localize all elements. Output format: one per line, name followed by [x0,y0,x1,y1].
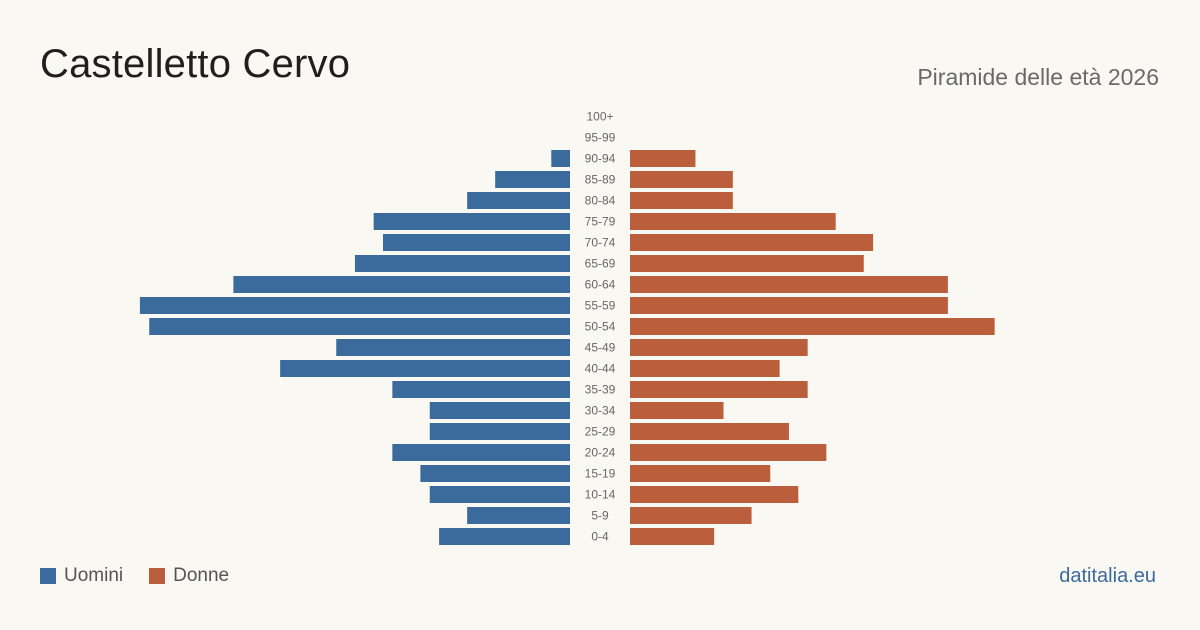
bar-men-20-24 [392,444,570,461]
brand-link[interactable]: datitalia.eu [1059,565,1156,587]
age-group-label: 85-89 [585,173,616,187]
age-group-label: 70-74 [585,236,616,250]
age-group-label: 30-34 [585,404,616,418]
bar-women-20-24 [630,444,827,461]
bar-men-85-89 [495,171,570,188]
bar-men-45-49 [336,339,570,356]
bar-men-75-79 [373,213,570,230]
bar-women-90-94 [630,150,696,167]
bar-women-55-59 [630,297,948,314]
bar-men-35-39 [392,381,570,398]
age-group-label: 100+ [586,110,613,124]
bar-men-80-84 [467,192,570,209]
bar-men-5-9 [467,507,570,524]
age-group-label: 10-14 [585,488,616,502]
legend-item-men: Uomini [40,565,123,587]
age-group-label: 5-9 [591,509,609,523]
bar-women-40-44 [630,360,780,377]
page-title: Castelletto Cervo [40,42,351,86]
bar-men-65-69 [354,255,570,272]
bar-women-15-19 [630,465,771,482]
bar-women-35-39 [630,381,808,398]
age-group-label: 35-39 [585,383,616,397]
bar-men-50-54 [149,318,570,335]
bar-women-50-54 [630,318,995,335]
bar-women-30-34 [630,402,724,419]
age-group-label: 0-4 [591,530,609,544]
legend-swatch-men [40,568,56,584]
age-group-label: 90-94 [585,152,616,166]
legend-label-men: Uomini [64,565,124,586]
bar-women-70-74 [630,234,874,251]
bar-women-65-69 [630,255,864,272]
bar-women-45-49 [630,339,808,356]
legend-item-women: Donne [149,565,229,587]
bar-men-30-34 [429,402,570,419]
age-group-label: 45-49 [585,341,616,355]
legend: Uomini Donne [40,565,255,587]
bar-men-55-59 [139,297,570,314]
age-group-label: 15-19 [585,467,616,481]
bar-men-0-4 [439,528,570,545]
bar-women-75-79 [630,213,836,230]
bar-women-25-29 [630,423,789,440]
age-group-label: 40-44 [585,362,616,376]
bar-men-70-74 [383,234,570,251]
bar-women-85-89 [630,171,733,188]
legend-label-women: Donne [173,565,230,586]
bar-men-90-94 [551,150,570,167]
age-group-label: 60-64 [585,278,616,292]
chart-subtitle: Piramide delle età 2026 [917,64,1159,90]
bar-men-10-14 [429,486,570,503]
bar-women-10-14 [630,486,799,503]
bar-men-60-64 [233,276,570,293]
age-group-label: 50-54 [585,320,616,334]
legend-swatch-women [149,568,166,584]
bar-women-60-64 [630,276,948,293]
age-group-label: 25-29 [585,425,616,439]
age-group-label: 80-84 [585,194,616,208]
bar-men-25-29 [429,423,570,440]
bar-men-15-19 [420,465,570,482]
age-group-label: 95-99 [585,131,616,145]
bar-women-5-9 [630,507,752,524]
age-group-label: 55-59 [585,299,616,313]
bar-men-40-44 [280,360,570,377]
age-group-label: 20-24 [585,446,616,460]
age-group-label: 65-69 [585,257,616,271]
bar-women-0-4 [630,528,715,545]
age-group-label: 75-79 [585,215,616,229]
bar-women-80-84 [630,192,733,209]
